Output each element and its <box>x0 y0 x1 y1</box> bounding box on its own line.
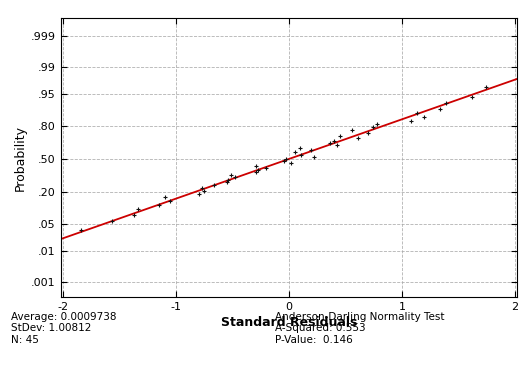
Point <box>51 244 60 249</box>
Point <box>348 127 356 133</box>
Point <box>251 169 260 175</box>
Point <box>306 147 315 153</box>
Point <box>130 212 138 218</box>
Point <box>262 165 270 171</box>
Point <box>166 198 174 204</box>
Point <box>254 167 263 173</box>
Point <box>197 184 206 190</box>
Point <box>281 156 290 162</box>
Point <box>290 149 299 155</box>
Point <box>223 177 232 183</box>
Point <box>227 172 235 177</box>
Point <box>108 218 116 224</box>
Point <box>161 194 169 200</box>
Point <box>326 140 335 146</box>
Point <box>407 118 415 124</box>
X-axis label: Standard Residuals: Standard Residuals <box>221 316 357 329</box>
Point <box>280 158 288 164</box>
Point <box>369 124 378 130</box>
Point <box>200 187 209 193</box>
Point <box>210 182 218 188</box>
Y-axis label: Probability: Probability <box>14 125 27 191</box>
Point <box>330 138 338 144</box>
Point <box>309 154 318 160</box>
Point <box>442 100 450 106</box>
Point <box>518 69 527 75</box>
Point <box>436 106 445 111</box>
Point <box>482 85 490 90</box>
Point <box>333 142 341 148</box>
Point <box>412 110 421 116</box>
Point <box>296 145 304 151</box>
Point <box>231 174 239 180</box>
Point <box>155 202 163 208</box>
Point <box>134 206 143 212</box>
Point <box>336 133 345 139</box>
Point <box>363 130 372 136</box>
Point <box>77 227 86 233</box>
Text: Anderson-Darling Normality Test
A-Squared: 0.553
P-Value:  0.146: Anderson-Darling Normality Test A-Square… <box>275 312 444 345</box>
Text: Average: 0.0009738
StDev: 1.00812
N: 45: Average: 0.0009738 StDev: 1.00812 N: 45 <box>11 312 116 345</box>
Point <box>195 191 203 197</box>
Point <box>252 163 261 169</box>
Point <box>287 161 296 166</box>
Point <box>468 94 476 100</box>
Point <box>223 179 232 185</box>
Point <box>297 152 305 158</box>
Point <box>373 121 381 127</box>
Point <box>420 114 428 120</box>
Point <box>353 135 362 141</box>
